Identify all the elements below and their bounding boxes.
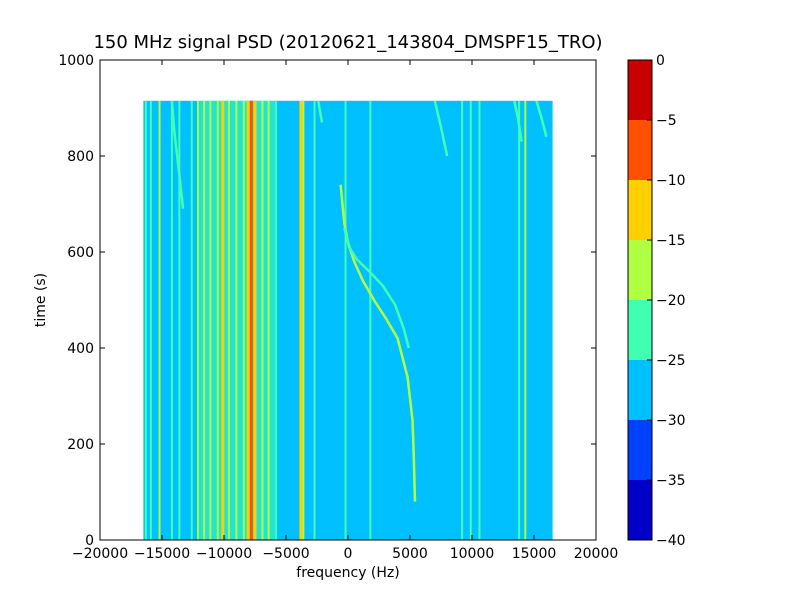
y-tick-label: 0 [85, 533, 94, 549]
x-axis-label: frequency (Hz) [296, 565, 399, 581]
colorbar: −40 −35 −30 −25 −20 −15 −10 −5 0 [627, 53, 686, 549]
x-tick-label: −10000 [196, 546, 252, 562]
y-axis-label: time (s) [33, 273, 49, 327]
y-tick-label: 400 [67, 341, 94, 357]
y-tick-label: 1000 [58, 53, 94, 69]
x-tick-label: −15000 [134, 546, 190, 562]
x-tick-label: 20000 [574, 546, 619, 562]
colorbar-tick-label: 0 [656, 53, 665, 69]
colorbar-segment [628, 240, 652, 300]
colorbar-tick-label: −30 [656, 413, 686, 429]
plot-area [143, 100, 553, 541]
colorbar-segment [628, 60, 652, 120]
doppler-track-6 [512, 100, 523, 142]
x-tick-label: −20000 [72, 546, 128, 562]
colorbar-segment [628, 480, 652, 540]
chart-title: 150 MHz signal PSD (20120621_143804_DMSP… [93, 32, 602, 53]
x-axis: −20000 −15000 −10000 −5000 0 5000 10000 15000 20… [72, 60, 618, 562]
y-tick-label: 800 [67, 149, 94, 165]
y-axis: 0 200 400 600 800 1000 [58, 53, 596, 549]
x-tick-label: 0 [344, 546, 353, 562]
doppler-track-2 [343, 227, 411, 349]
colorbar-segment [628, 420, 652, 480]
colorbar-segment [628, 360, 652, 420]
x-tick-label: −5000 [262, 546, 309, 562]
colorbar-segment [628, 180, 652, 240]
colorbar-tick-label: −20 [656, 293, 686, 309]
colorbar-tick-label: −35 [656, 473, 686, 489]
colorbar-tick-label: −40 [656, 533, 686, 549]
doppler-track-7 [535, 100, 548, 138]
x-tick-label: 15000 [512, 546, 557, 562]
doppler-track-3 [433, 100, 449, 157]
colorbar-tick-label: −15 [656, 233, 686, 249]
doppler-track-5 [316, 100, 324, 123]
x-tick-label: 5000 [392, 546, 428, 562]
colorbar-tick-label: −10 [656, 173, 686, 189]
y-tick-label: 600 [67, 245, 94, 261]
colorbar-tick-label: −5 [656, 113, 677, 129]
colorbar-segment [628, 120, 652, 180]
x-tick-label: 10000 [450, 546, 495, 562]
y-tick-label: 200 [67, 437, 94, 453]
colorbar-segment [628, 300, 652, 360]
doppler-track-4 [170, 100, 185, 209]
colorbar-tick-label: −25 [656, 353, 686, 369]
